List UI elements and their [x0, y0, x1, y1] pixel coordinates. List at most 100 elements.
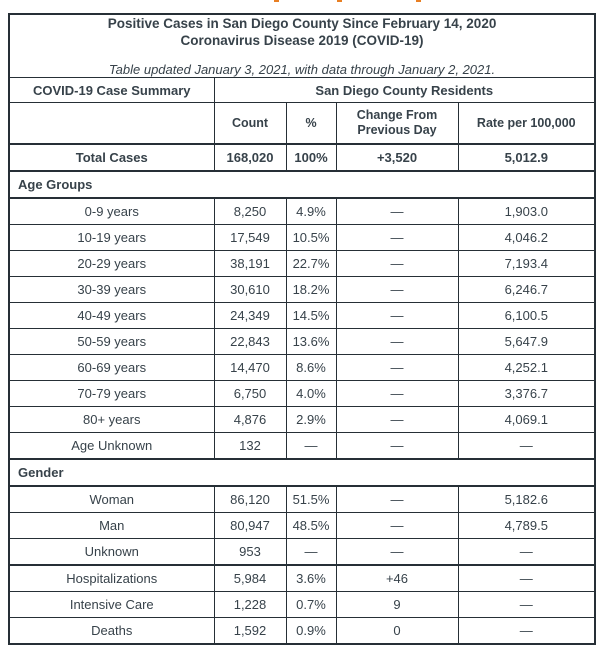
change-cell: — — [335, 538, 459, 566]
clipped-text-remnant — [416, 0, 421, 2]
rate-cell: — — [457, 432, 596, 460]
section-label-cell: Gender — [8, 458, 596, 487]
count-cell: 24,349 — [213, 302, 287, 329]
table-row: 40-49 years 24,349 14.5% —6,100.5 — [8, 302, 596, 329]
change-cell: — — [335, 224, 459, 251]
section-header-row: Gender — [8, 458, 596, 487]
count-cell: 132 — [213, 432, 287, 460]
change-cell: +3,520 — [335, 143, 459, 172]
rate-cell: — — [457, 617, 596, 645]
percent-cell: — — [285, 538, 337, 566]
count-cell: 30,610 — [213, 276, 287, 303]
rate-cell: 6,246.7 — [457, 276, 596, 303]
row-label-cell: 60-69 years — [8, 354, 215, 381]
row-label-cell: Unknown — [8, 538, 215, 566]
clipped-text-remnant — [274, 0, 279, 2]
percent-cell: 4.9% — [285, 197, 337, 225]
table-row: 60-69 years 14,470 8.6% —4,252.1 — [8, 354, 596, 381]
row-label-cell: Deaths — [8, 617, 215, 645]
column-header-empty — [8, 102, 215, 145]
table-update-note: Table updated January 3, 2021, with data… — [108, 62, 496, 77]
row-label-cell: 80+ years — [8, 406, 215, 433]
row-label-cell: 50-59 years — [8, 328, 215, 355]
section-label-cell: Age Groups — [8, 170, 596, 199]
count-cell: 14,470 — [213, 354, 287, 381]
table-title-line2: Coronavirus Disease 2019 (COVID-19) — [180, 33, 424, 48]
count-cell: 22,843 — [213, 328, 287, 355]
change-cell: — — [335, 302, 459, 329]
change-cell: 0 — [335, 617, 459, 645]
column-header-rate: Rate per 100,000 — [457, 102, 596, 145]
percent-cell: 48.5% — [285, 512, 337, 539]
rate-cell: 6,100.5 — [457, 302, 596, 329]
covid-case-summary-table: Positive Cases in San Diego County Since… — [8, 13, 597, 645]
count-cell: 1,228 — [213, 591, 287, 618]
rate-cell: — — [457, 591, 596, 618]
percent-cell: 4.0% — [285, 380, 337, 407]
percent-cell: 51.5% — [285, 485, 337, 513]
count-cell: 5,984 — [213, 564, 287, 592]
change-cell: — — [335, 380, 459, 407]
rate-cell: 7,193.4 — [457, 250, 596, 277]
count-cell: 4,876 — [213, 406, 287, 433]
change-cell: — — [335, 197, 459, 225]
change-cell: 9 — [335, 591, 459, 618]
count-cell: 6,750 — [213, 380, 287, 407]
count-cell: 80,947 — [213, 512, 287, 539]
column-header-count: Count — [213, 102, 287, 145]
percent-cell: 2.9% — [285, 406, 337, 433]
title-cell: Positive Cases in San Diego County Since… — [8, 13, 596, 78]
percent-cell: 8.6% — [285, 354, 337, 381]
rate-cell: 4,252.1 — [457, 354, 596, 381]
change-cell: — — [335, 406, 459, 433]
rate-cell: 3,376.7 — [457, 380, 596, 407]
percent-cell: 0.9% — [285, 617, 337, 645]
percent-cell: 22.7% — [285, 250, 337, 277]
change-cell: — — [335, 250, 459, 277]
percent-cell: 3.6% — [285, 564, 337, 592]
rate-cell: 4,069.1 — [457, 406, 596, 433]
column-header-change: Change From Previous Day — [335, 102, 459, 145]
header-case-summary: COVID-19 Case Summary — [8, 77, 215, 103]
table-row: 20-29 years 38,191 22.7% —7,193.4 — [8, 250, 596, 277]
percent-cell: — — [285, 432, 337, 460]
rate-cell: 4,789.5 — [457, 512, 596, 539]
group-header-row: COVID-19 Case Summary San Diego County R… — [8, 77, 596, 103]
clipped-text-remnant — [337, 0, 342, 2]
row-label-cell: 10-19 years — [8, 224, 215, 251]
change-cell: — — [335, 328, 459, 355]
row-label-cell: Man — [8, 512, 215, 539]
header-county-residents: San Diego County Residents — [213, 77, 596, 103]
rate-cell: — — [457, 538, 596, 566]
percent-cell: 14.5% — [285, 302, 337, 329]
rate-cell: 5,012.9 — [457, 143, 596, 172]
table-row: Total Cases 168,020 100% +3,520 5,012.9 — [8, 143, 596, 172]
count-cell: 953 — [213, 538, 287, 566]
percent-cell: 10.5% — [285, 224, 337, 251]
count-cell: 8,250 — [213, 197, 287, 225]
table-row: Intensive Care 1,228 0.7% 9— — [8, 591, 596, 618]
count-cell: 1,592 — [213, 617, 287, 645]
rate-cell: 4,046.2 — [457, 224, 596, 251]
row-label-cell: Woman — [8, 485, 215, 513]
table-row: Woman 86,120 51.5% —5,182.6 — [8, 485, 596, 513]
count-cell: 17,549 — [213, 224, 287, 251]
change-cell: — — [335, 512, 459, 539]
table-row: 10-19 years 17,549 10.5% —4,046.2 — [8, 224, 596, 251]
percent-cell: 100% — [285, 143, 337, 172]
rate-cell: 5,182.6 — [457, 485, 596, 513]
table-row: Unknown 953— — — — [8, 538, 596, 566]
row-label-cell: Intensive Care — [8, 591, 215, 618]
row-label-cell: Total Cases — [8, 143, 215, 172]
rate-cell: 1,903.0 — [457, 197, 596, 225]
change-cell: +46 — [335, 564, 459, 592]
percent-cell: 13.6% — [285, 328, 337, 355]
rate-cell: — — [457, 564, 596, 592]
change-cell: — — [335, 276, 459, 303]
table-row: 80+ years 4,876 2.9% —4,069.1 — [8, 406, 596, 433]
column-header-row: Count % Change From Previous Day Rate pe… — [8, 102, 596, 145]
row-label-cell: 0-9 years — [8, 197, 215, 225]
table-row: Deaths 1,592 0.9% 0— — [8, 617, 596, 645]
table-row: Age Unknown 132— — — — [8, 432, 596, 460]
